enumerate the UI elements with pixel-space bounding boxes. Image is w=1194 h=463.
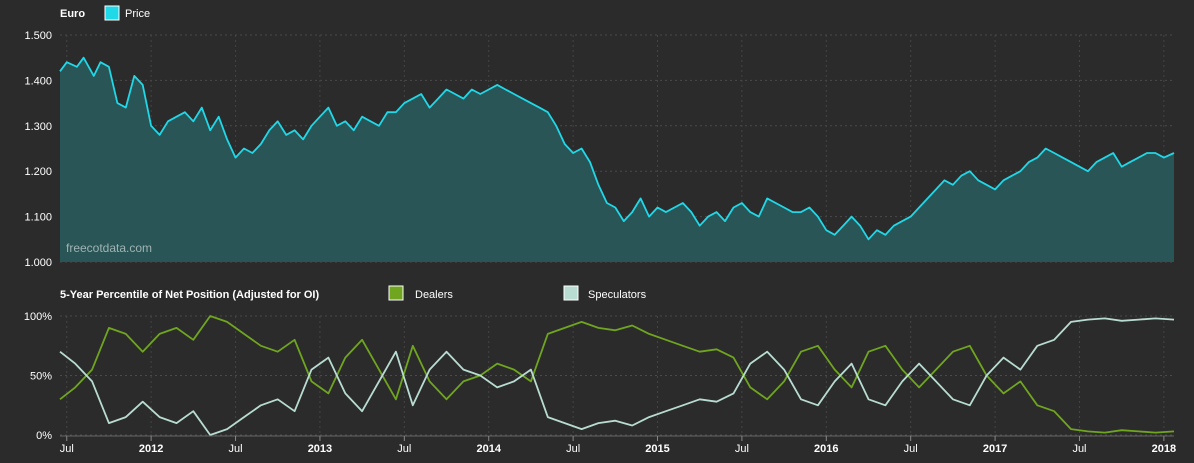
x-tick-label: 2013 xyxy=(308,443,332,455)
price-y-tick-label: 1.100 xyxy=(24,212,52,224)
x-tick-label: 2017 xyxy=(983,443,1007,455)
price-y-tick-label: 1.400 xyxy=(24,75,52,87)
percentile-y-tick-label: 100% xyxy=(24,311,52,323)
time-x-axis: Jul 2012 Jul 2013 Jul 2014 Jul 2015 Jul 2016 Jul 20… xyxy=(60,435,1176,455)
price-chart-title: Euro xyxy=(60,8,85,20)
x-tick-label: Jul xyxy=(60,443,74,455)
x-tick-label: Jul xyxy=(566,443,580,455)
percentile-y-axis: 100% 50% 0% xyxy=(24,311,52,442)
dealers-series-line xyxy=(59,315,1175,434)
price-y-tick-label: 1.200 xyxy=(24,166,52,178)
percentile-y-tick-label: 0% xyxy=(36,430,52,442)
percentile-y-tick-label: 50% xyxy=(30,371,52,383)
percentile-gridlines xyxy=(60,315,1174,436)
price-y-tick-label: 1.500 xyxy=(24,30,52,42)
speculators-series-line xyxy=(59,317,1175,436)
x-tick-label: Jul xyxy=(735,443,749,455)
price-panel: Euro Price 1.500 1.400 1.300 1.200 1.100 1.00… xyxy=(24,5,1175,269)
speculators-legend-label[interactable]: Speculators xyxy=(588,289,647,301)
price-area xyxy=(60,57,1174,263)
price-series-line xyxy=(59,56,1175,241)
dealers-legend-swatch[interactable] xyxy=(388,285,404,301)
x-tick-label: Jul xyxy=(904,443,918,455)
percentile-chart-title: 5-Year Percentile of Net Position (Adjus… xyxy=(60,289,319,301)
x-tick-label: 2015 xyxy=(645,443,669,455)
x-tick-label: Jul xyxy=(397,443,411,455)
dealers-legend-label[interactable]: Dealers xyxy=(415,289,453,301)
price-y-tick-label: 1.300 xyxy=(24,121,52,133)
x-tick-label: 2018 xyxy=(1152,443,1176,455)
x-tick-label: 2014 xyxy=(476,443,501,455)
percentile-panel: 5-Year Percentile of Net Position (Adjus… xyxy=(24,285,1176,455)
speculators-legend-swatch[interactable] xyxy=(563,285,579,301)
price-legend-label[interactable]: Price xyxy=(125,8,150,20)
price-y-tick-label: 1.000 xyxy=(24,257,52,269)
x-tick-label: Jul xyxy=(229,443,243,455)
x-tick-label: 2012 xyxy=(139,443,163,455)
price-y-axis: 1.500 1.400 1.300 1.200 1.100 1.000 xyxy=(24,30,52,269)
watermark-text: freecotdata.com xyxy=(66,241,152,255)
x-tick-label: 2016 xyxy=(814,443,838,455)
x-tick-label: Jul xyxy=(1072,443,1086,455)
price-legend-swatch[interactable] xyxy=(104,5,120,21)
